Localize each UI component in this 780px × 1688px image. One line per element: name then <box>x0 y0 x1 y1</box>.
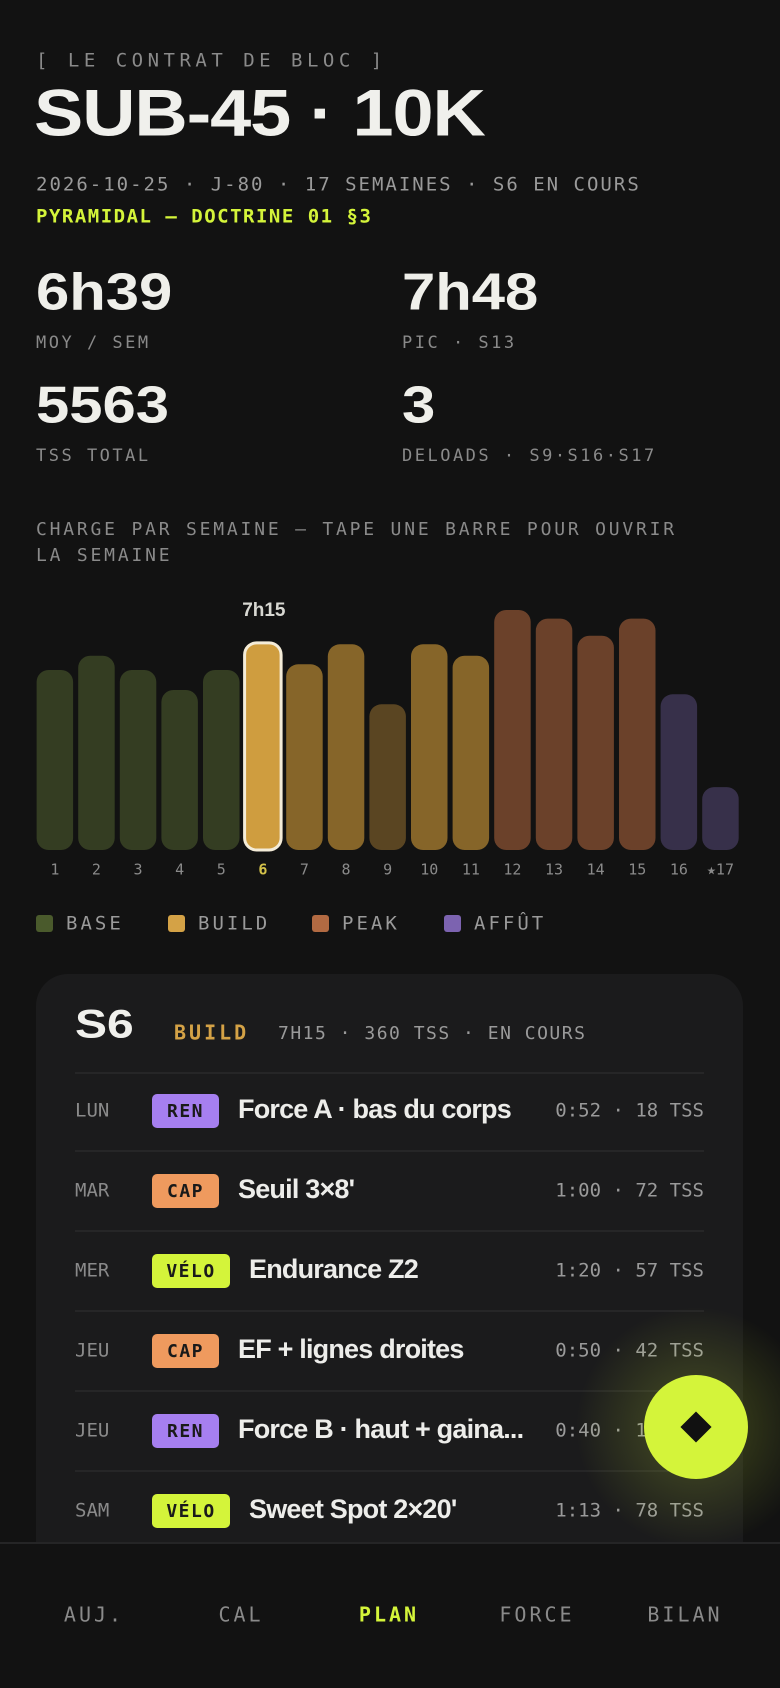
week-bar[interactable] <box>327 644 365 850</box>
day: MER <box>75 1260 110 1282</box>
x-tick-label: 8 <box>342 861 351 879</box>
chart-caption: CHARGE PAR SEMAINE — TAPE UNE BARRE POUR… <box>36 519 677 566</box>
doctrine: PYRAMIDAL — DOCTRINE 01 §3 <box>36 206 372 228</box>
week-bar[interactable] <box>577 635 614 850</box>
legend-label: PEAK <box>342 913 400 935</box>
session-stats: 0:52 · 18 TSS <box>555 1100 704 1122</box>
legend-label: BASE <box>66 913 124 935</box>
nav-item[interactable]: AUJ. <box>64 1603 124 1627</box>
tag: REN <box>167 1421 204 1442</box>
tag-bg <box>152 1414 219 1448</box>
session-name[interactable]: EF + lignes droites <box>238 1334 464 1364</box>
session-stats: 1:00 · 72 TSS <box>555 1180 704 1202</box>
day: JEU <box>75 1340 109 1362</box>
week-bar[interactable] <box>369 704 406 850</box>
stat-label: PIC · S13 <box>402 333 517 353</box>
day: SAM <box>75 1500 109 1522</box>
x-tick-label: 11 <box>462 861 480 879</box>
tag: VÉLO <box>166 1260 215 1282</box>
tag-bg <box>152 1174 219 1208</box>
x-tick-label: 15 <box>628 861 646 879</box>
tag-bg <box>152 1094 219 1128</box>
session-name[interactable]: Seuil 3×8' <box>238 1174 355 1204</box>
day: JEU <box>75 1420 109 1442</box>
legend-swatch <box>312 915 329 932</box>
week-bar[interactable] <box>702 787 739 850</box>
x-tick-label: ★17 <box>707 861 734 879</box>
x-tick-label: 6 <box>258 861 267 879</box>
x-tick-label: 10 <box>420 861 438 879</box>
x-tick-label: 4 <box>175 861 184 879</box>
nav-item[interactable]: CAL <box>218 1603 263 1627</box>
x-tick-label: 2 <box>92 861 101 879</box>
subtitle: 2026-10-25 · J-80 · 17 SEMAINES · S6 EN … <box>36 174 641 196</box>
legend-label: BUILD <box>198 913 270 935</box>
x-tick-label: 5 <box>217 861 226 879</box>
week-phase: BUILD <box>174 1021 249 1045</box>
nav-item[interactable]: PLAN <box>359 1603 419 1627</box>
day: LUN <box>75 1100 109 1122</box>
week-bar[interactable] <box>203 670 240 850</box>
nav-item[interactable]: FORCE <box>499 1603 574 1627</box>
x-tick-label: 7 <box>300 861 309 879</box>
eyebrow: [ LE CONTRAT DE BLOC ] <box>36 50 387 72</box>
tag: REN <box>167 1101 204 1122</box>
x-tick-label: 3 <box>134 861 143 879</box>
x-tick-label: 12 <box>503 861 521 879</box>
week-meta: 7H15 · 360 TSS · EN COURS <box>278 1023 586 1044</box>
session-name[interactable]: Endurance Z2 <box>249 1254 419 1284</box>
session-stats: 1:20 · 57 TSS <box>555 1260 704 1282</box>
session-name[interactable]: Force A · bas du corps <box>238 1094 512 1124</box>
stat-label: TSS TOTAL <box>36 446 151 466</box>
week-bar[interactable] <box>243 641 283 852</box>
x-tick-label: 9 <box>383 861 392 879</box>
week-bar[interactable] <box>660 694 698 850</box>
x-tick-label: 14 <box>587 861 605 879</box>
legend-swatch <box>36 915 53 932</box>
tag-bg <box>152 1334 219 1368</box>
value-label: 7h15 <box>242 600 286 621</box>
x-tick-label: 13 <box>545 861 563 879</box>
stat-value: 3 <box>402 375 435 433</box>
x-tick-label: 16 <box>670 861 688 879</box>
legend-label: AFFÛT <box>474 911 546 935</box>
stat-value: 7h48 <box>402 262 538 320</box>
week-bar[interactable] <box>78 655 115 850</box>
week-bar[interactable] <box>619 618 656 850</box>
week-bar[interactable] <box>286 664 323 850</box>
nav-item[interactable]: BILAN <box>647 1603 722 1627</box>
tag: CAP <box>167 1181 204 1202</box>
x-tick-label: 1 <box>50 861 59 879</box>
session-name[interactable]: Sweet Spot 2×20' <box>249 1494 458 1524</box>
week-bar[interactable] <box>411 644 448 850</box>
day: MAR <box>75 1180 110 1202</box>
legend-swatch <box>444 915 461 932</box>
legend-swatch <box>168 915 185 932</box>
stat-value: 5563 <box>36 375 169 433</box>
week-bar[interactable] <box>452 655 490 850</box>
title: SUB-45 · 10K <box>34 76 485 149</box>
stat-label: DELOADS · S9·S16·S17 <box>402 446 657 466</box>
week-bar[interactable] <box>535 618 573 850</box>
nav-bar <box>0 1542 780 1688</box>
week-bar[interactable] <box>494 610 531 850</box>
week-bar[interactable] <box>119 670 157 850</box>
tag: CAP <box>167 1341 204 1362</box>
stat-value: 6h39 <box>36 262 172 320</box>
session-name[interactable]: Force B · haut + gaina... <box>238 1414 524 1444</box>
week-bar[interactable] <box>36 670 74 850</box>
tag-bg <box>152 1494 230 1528</box>
tag: VÉLO <box>166 1500 215 1522</box>
tag-bg <box>152 1254 230 1288</box>
stat-label: MOY / SEM <box>36 333 151 353</box>
week-title: S6 <box>75 1002 134 1046</box>
week-bar[interactable] <box>161 690 198 850</box>
